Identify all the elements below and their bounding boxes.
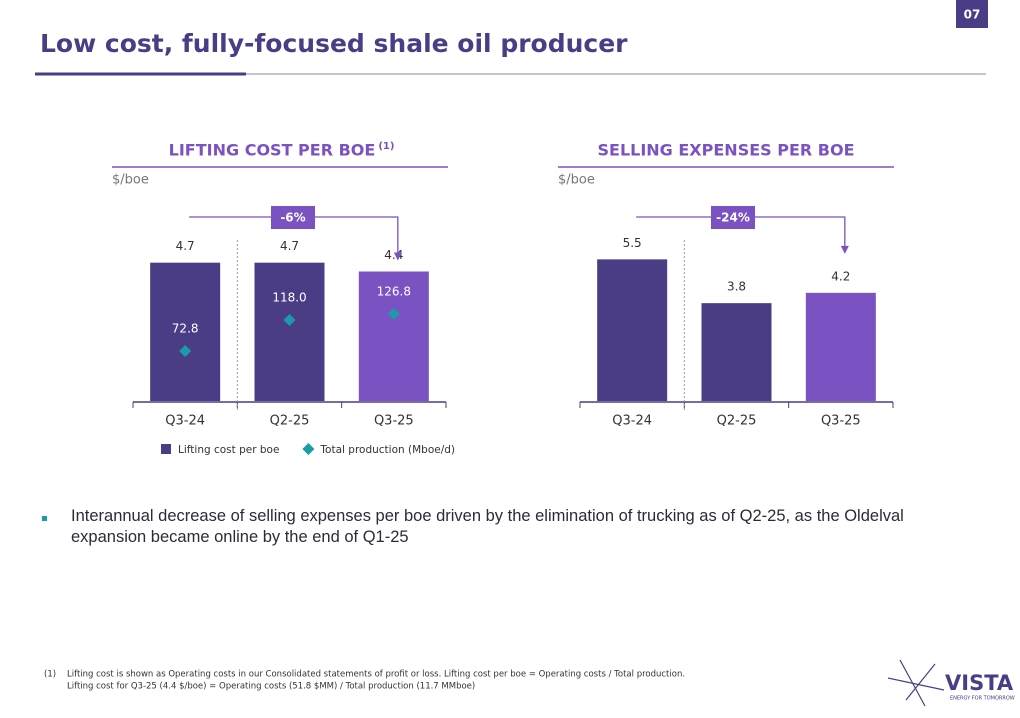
bar: [254, 262, 325, 401]
bullet-text: Interannual decrease of selling expenses…: [71, 507, 904, 546]
bar: [701, 303, 772, 401]
change-arrow: [189, 216, 399, 254]
x-tick-label: Q3-25: [374, 414, 414, 429]
data-label: 4.7: [280, 239, 299, 253]
arrow-head: [393, 252, 402, 261]
data-label: 3.8: [727, 280, 746, 294]
footnote-line: Lifting cost is shown as Operating costs…: [67, 670, 685, 680]
page-badge: [956, 0, 988, 28]
legend-label: Lifting cost per boe: [178, 444, 279, 456]
legend-swatch: [302, 443, 315, 455]
data-label: 5.5: [623, 236, 642, 250]
chart-title: LIFTING COST PER BOE: [169, 141, 376, 160]
bar: [150, 262, 221, 401]
logo-tagline: ENERGY FOR TOMORROW: [950, 696, 1015, 702]
x-tick-label: Q2-25: [270, 414, 310, 429]
logo-name: VISTA: [945, 671, 1014, 695]
chart-title: SELLING EXPENSES PER BOE: [597, 141, 854, 160]
footnote-line: Lifting cost for Q3-25 (4.4 $/boe) = Ope…: [67, 682, 475, 692]
change-label: -6%: [280, 211, 305, 225]
bar: [597, 259, 668, 401]
change-arrow: [636, 216, 846, 247]
data-label: 72.8: [172, 322, 199, 336]
y-unit: $/boe: [558, 173, 595, 188]
footnote-marker: (1): [44, 670, 56, 680]
diamond: [387, 307, 400, 320]
y-unit: $/boe: [112, 173, 149, 188]
bar: [358, 271, 429, 401]
slide-title: Low cost, fully-focused shale oil produc…: [40, 29, 628, 58]
title-note: (1): [378, 141, 394, 152]
arrow-head: [840, 245, 849, 254]
data-label: 118.0: [272, 290, 306, 304]
bullet-marker: [42, 516, 47, 521]
data-label: 4.2: [831, 269, 850, 283]
bar: [805, 292, 876, 401]
data-label: 4.7: [176, 239, 195, 253]
change-badge: [271, 206, 315, 229]
page-number: 07: [964, 8, 981, 22]
logo-star: [887, 659, 945, 707]
legend-swatch: [161, 444, 171, 454]
x-tick-label: Q3-24: [165, 414, 205, 429]
x-tick-label: Q2-25: [717, 414, 757, 429]
diamond: [179, 345, 192, 358]
diamond: [283, 313, 296, 326]
change-badge: [711, 206, 755, 229]
data-label: 126.8: [377, 284, 411, 298]
legend-label: Total production (Mboe/d): [319, 444, 455, 456]
change-label: -24%: [716, 211, 750, 225]
x-tick-label: Q3-25: [821, 414, 861, 429]
x-tick-label: Q3-24: [612, 414, 652, 429]
